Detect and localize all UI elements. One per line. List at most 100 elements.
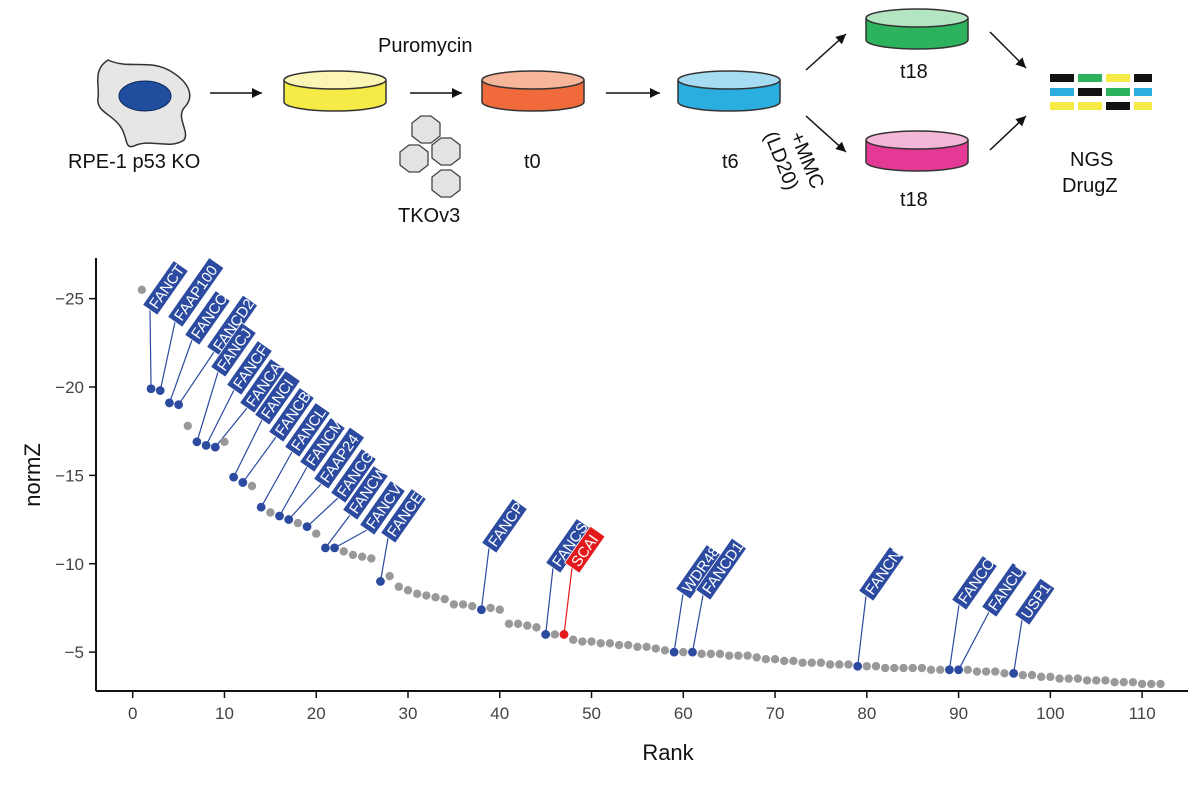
gene-label-box [342,465,389,521]
data-point [624,640,633,650]
data-point [486,603,495,613]
library-icon [399,115,461,198]
gene-label-box [142,260,189,316]
highlighted-point [165,398,174,408]
data-point [587,637,596,646]
y-tick-label: −20 [55,378,84,397]
data-point [523,621,532,630]
data-point [844,660,853,669]
gene-label: USP1 [1014,577,1056,626]
gene-label-box [167,256,225,328]
arrow-icon [805,115,847,153]
gene-label-box [1014,577,1056,626]
data-point [1092,676,1101,685]
data-point [394,582,404,591]
highlighted-point [155,386,165,395]
data-point [458,600,468,609]
highlighted-point [669,647,679,657]
label-connector [334,529,368,549]
data-point [1137,679,1147,689]
gene-label-box [481,498,528,554]
data-point [578,637,587,646]
data-point [1110,677,1119,687]
highlighted-point [275,511,284,521]
data-point [715,649,725,659]
data-point [633,642,642,652]
data-point [532,623,541,632]
data-point [780,656,789,666]
x-tick-label: 30 [399,704,418,723]
data-point [247,481,257,491]
x-tick-label: 70 [766,704,785,723]
data-point [679,647,688,657]
x-tick-label: 10 [215,704,234,723]
label-connectors [149,309,1023,674]
label-connector [196,371,219,442]
label-connector [214,407,248,448]
data-point [596,639,605,648]
data-point [807,658,816,667]
gene-label: FANCN [858,546,905,602]
data-point [367,554,376,563]
data-point [1147,679,1156,689]
t18-top-label: t18 [900,61,928,83]
y-tick-label: −10 [55,555,84,574]
x-tick-label: 50 [582,704,601,723]
gene-label-box [951,555,998,611]
gene-label-box [695,537,748,601]
data-point [972,667,982,676]
label-connector [168,339,193,404]
data-point [697,649,706,659]
data-point [642,642,651,652]
label-connector [948,604,960,670]
x-tick-label: 60 [674,704,693,723]
data-point [1119,677,1128,687]
x-tick-label: 110 [1129,704,1156,723]
library-label: TKOv3 [398,205,460,227]
highlighted-point [853,661,863,671]
label-connector [857,595,867,667]
data-point [816,658,826,667]
sequencing-reads-icon [1050,74,1152,110]
label-connector [260,451,293,508]
treatment-label: +MMC (LD20) [759,128,828,193]
highlighted-point [376,577,385,586]
data-point [734,651,743,660]
label-connector [958,611,990,671]
readout-line2: DrugZ [1062,175,1118,197]
data-point [1018,670,1028,680]
gene-label: FANCP [481,498,528,554]
y-tick-label: −25 [55,290,84,309]
data-point [568,635,578,644]
gene-label-box [226,340,273,396]
data-point [862,662,872,671]
gene-label-box [284,402,331,458]
highlighted-point [688,647,697,657]
gene-label-box [210,322,257,378]
gene-label-box [359,480,406,536]
data-point [1073,674,1083,683]
data-point [660,646,670,655]
gene-label-box [380,488,427,544]
highlighted-point [146,384,156,394]
data-point [385,571,394,581]
data-point [936,665,945,674]
workflow-schematic: RPE-1 p53 KO Puromycin TKOv3 t0 [68,8,1152,227]
label-connector [324,514,351,549]
highlighted-point [1009,668,1019,678]
arrow-icon [989,31,1027,69]
x-axis-title: Rank [642,740,694,765]
highlighted-point [229,472,239,482]
label-connector [545,567,554,635]
label-connector [233,419,263,478]
x-tick-label: 90 [949,704,968,723]
selection-label: Puromycin [378,35,472,57]
data-point [908,663,917,673]
data-point [495,605,504,614]
arrow-icon [805,33,847,71]
t0-label: t0 [524,151,541,173]
label-connector [673,593,684,653]
data-point [1055,674,1064,683]
gene-labels: FANCTFAAP100FANCCFANCD2FANCJFANCFFANCAFA… [142,256,1056,626]
